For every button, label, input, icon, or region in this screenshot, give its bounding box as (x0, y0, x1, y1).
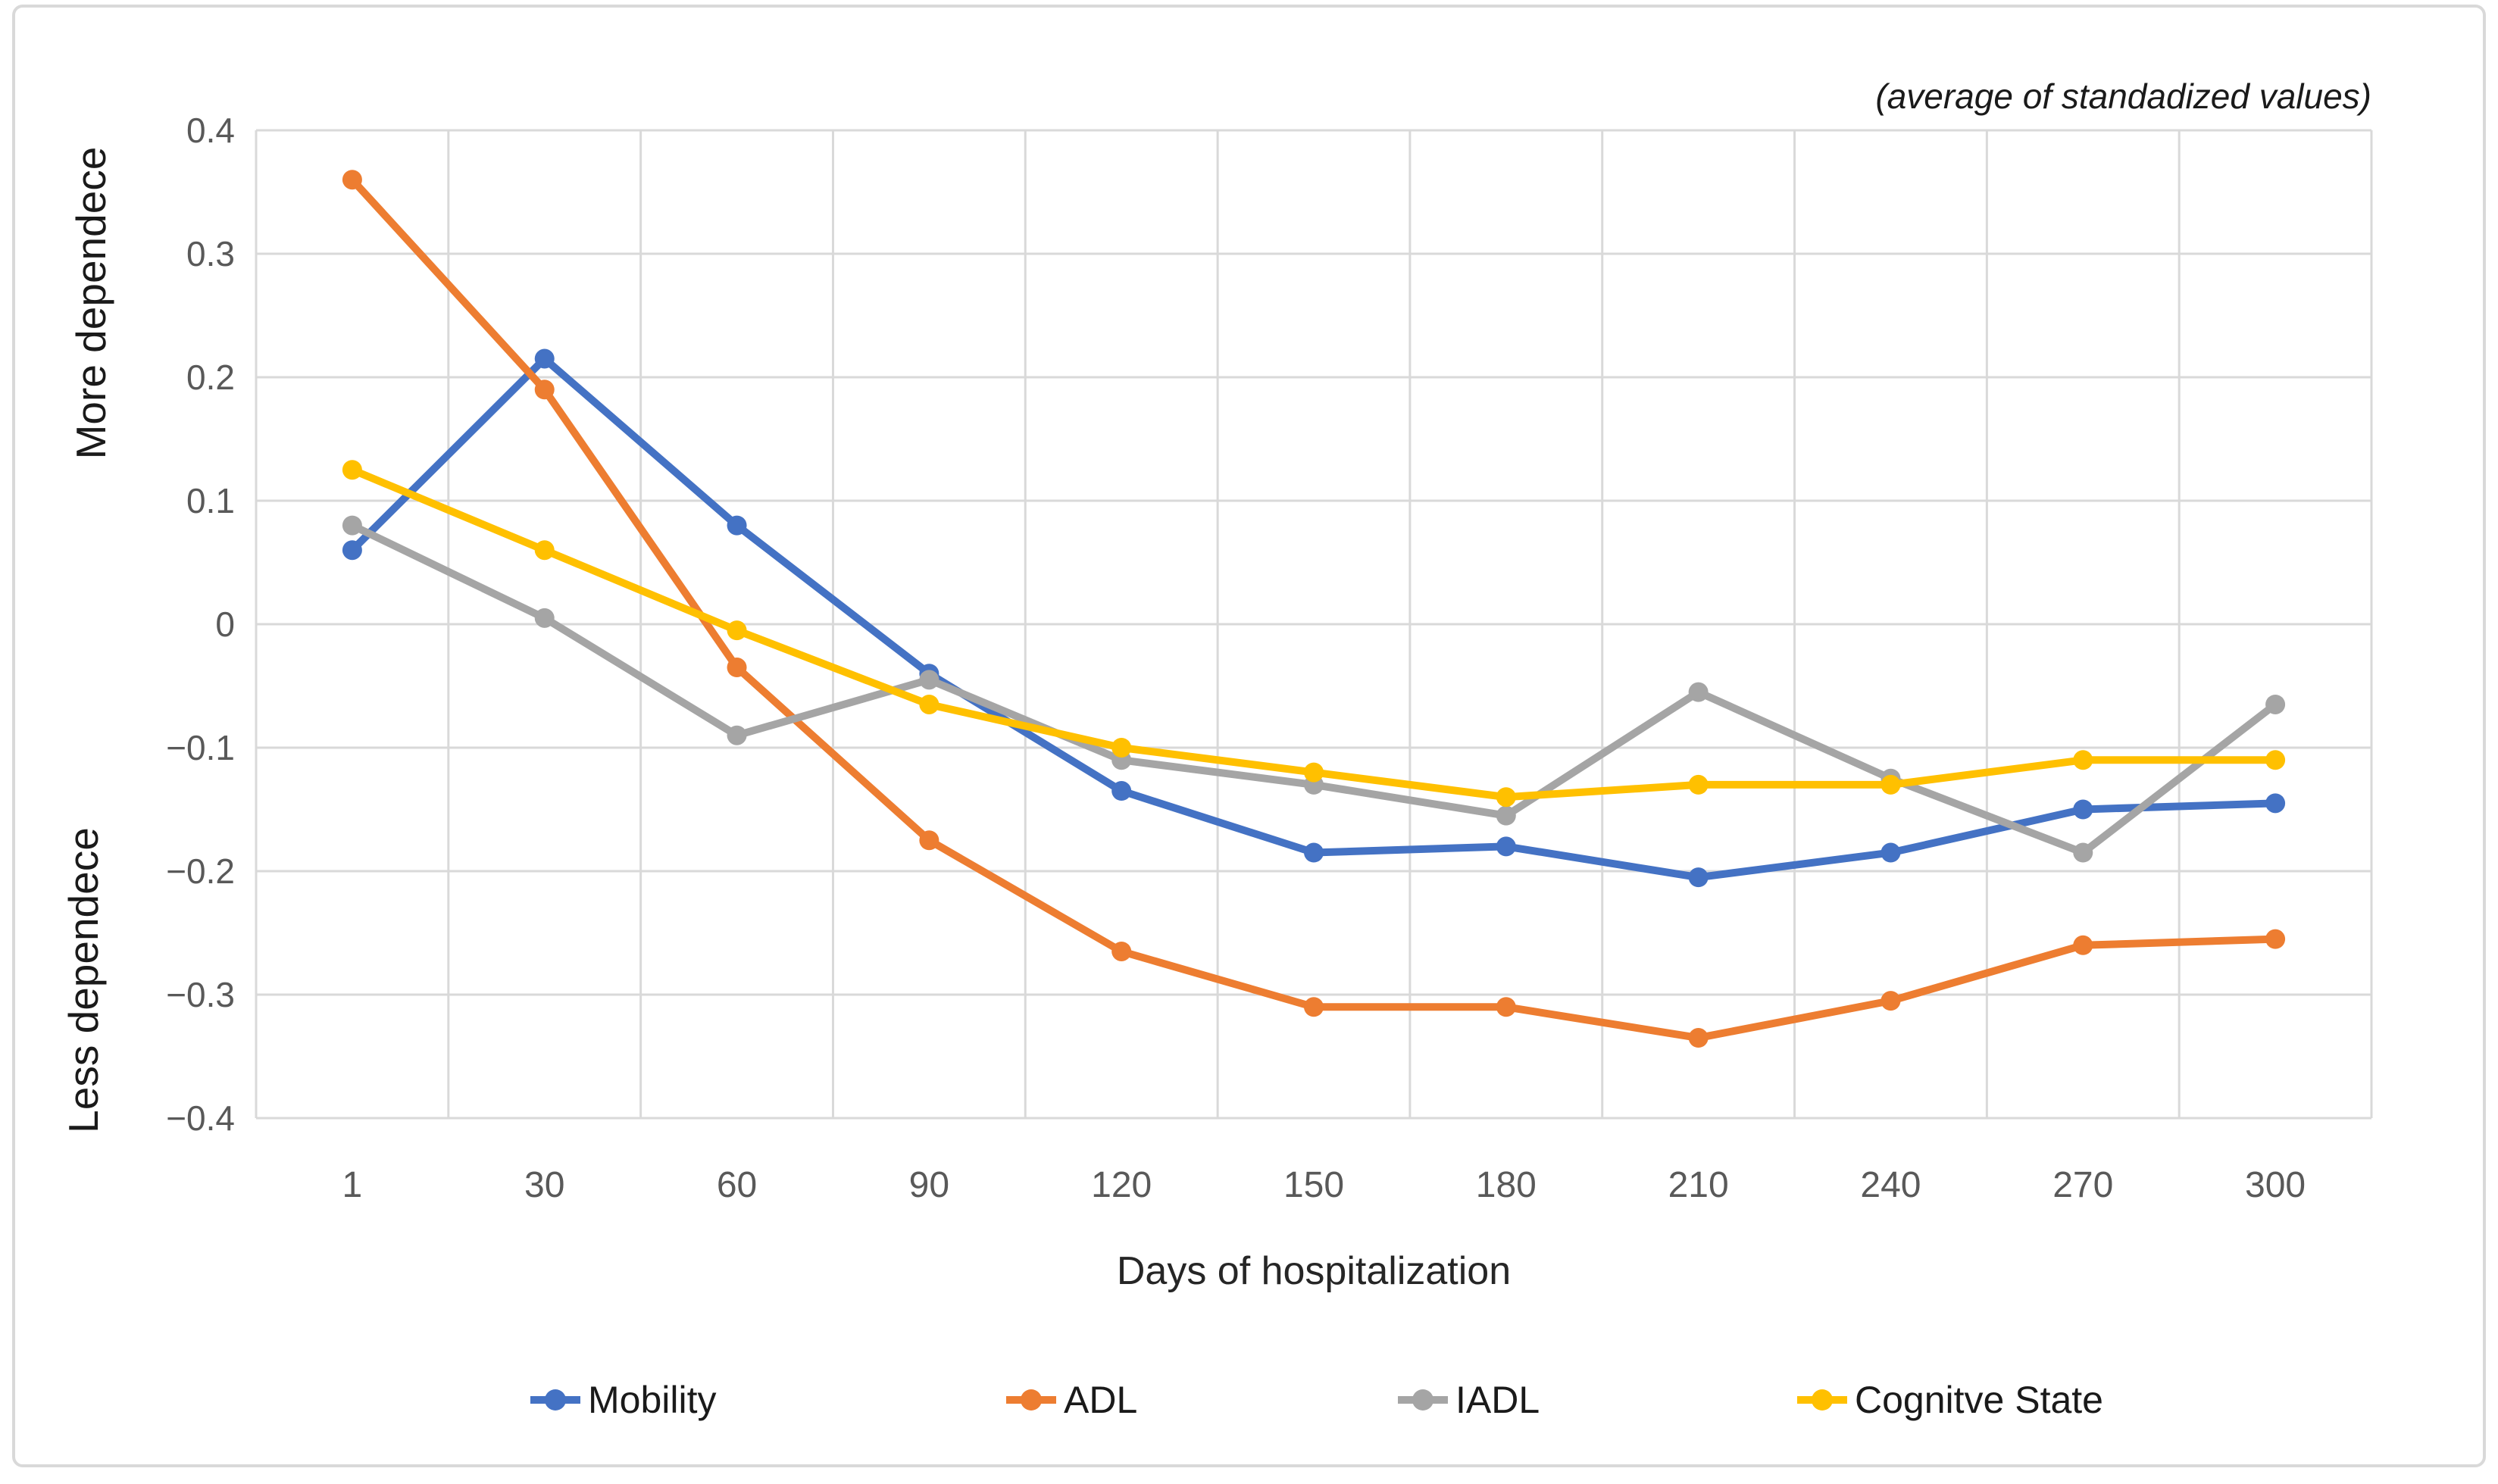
x-tick-label: 210 (1668, 1165, 1729, 1205)
data-point-iadl (534, 608, 555, 628)
data-point-adl (919, 830, 939, 851)
legend-label: IADL (1455, 1379, 1540, 1421)
legend-item-cognitve-state: Cognitve State (1797, 1373, 2103, 1427)
data-point-cognitve-state (1881, 774, 1901, 795)
data-point-mobility (1881, 842, 1901, 863)
y-tick-label: 0.4 (186, 111, 235, 150)
data-point-adl (1881, 991, 1901, 1011)
data-point-adl (2265, 929, 2286, 949)
y-tick-label: 0 (215, 605, 235, 644)
data-point-cognitve-state (2265, 750, 2286, 770)
data-point-adl (1304, 997, 1324, 1017)
chart-annotation: (average of standadized values) (1875, 77, 2371, 116)
legend-label: Cognitve State (1855, 1379, 2103, 1421)
x-tick-label: 90 (909, 1165, 949, 1205)
data-point-cognitve-state (2073, 750, 2093, 770)
x-tick-label: 150 (1283, 1165, 1344, 1205)
data-point-mobility (727, 515, 747, 536)
data-point-cognitve-state (1688, 774, 1709, 795)
y-axis-label-less-dependence: Less dependece (60, 827, 107, 1133)
y-tick-label: −0.1 (166, 728, 235, 767)
legend-marker-adl (1006, 1389, 1056, 1411)
data-point-iadl (2073, 842, 2093, 863)
legend-label: ADL (1064, 1379, 1138, 1421)
x-tick-label: 30 (524, 1165, 564, 1205)
data-point-adl (727, 658, 747, 678)
legend-item-iadl: IADL (1398, 1373, 1540, 1427)
y-tick-label: 0.1 (186, 481, 235, 520)
legend-marker-dot (1812, 1389, 1833, 1411)
data-point-adl (1111, 941, 1132, 961)
data-point-cognitve-state (1304, 762, 1324, 783)
legend-item-mobility: Mobility (530, 1373, 716, 1427)
data-point-cognitve-state (919, 694, 939, 714)
legend-marker-cognitve-state (1797, 1389, 1847, 1411)
series-cognitve-state (342, 460, 2286, 808)
x-tick-label: 1 (342, 1165, 363, 1205)
chart-legend: Mobility ADL IADL Cognitve State (0, 1373, 2498, 1427)
legend-marker-iadl (1398, 1389, 1448, 1411)
legend-item-adl: ADL (1006, 1373, 1137, 1427)
data-point-iadl (1688, 682, 1709, 702)
data-point-mobility (2073, 799, 2093, 820)
legend-marker-dot (545, 1389, 566, 1411)
data-point-mobility (2265, 793, 2286, 814)
data-point-adl (342, 170, 362, 190)
data-point-cognitve-state (727, 620, 747, 641)
series-adl (342, 170, 2286, 1048)
data-point-adl (534, 380, 555, 400)
x-tick-label: 120 (1091, 1165, 1152, 1205)
data-point-iadl (727, 725, 747, 745)
x-tick-label: 60 (717, 1165, 757, 1205)
data-point-cognitve-state (342, 460, 362, 480)
data-point-mobility (342, 540, 362, 561)
y-tick-label: 0.2 (186, 358, 235, 397)
legend-marker-dot (1021, 1389, 1042, 1411)
y-tick-label: 0.3 (186, 234, 235, 273)
legend-marker-mobility (530, 1389, 580, 1411)
data-point-iadl (342, 515, 362, 536)
data-point-adl (1688, 1028, 1709, 1048)
y-tick-label: −0.3 (166, 975, 235, 1014)
gridlines (255, 129, 2373, 1120)
y-axis-label-more-dependence: More dependece (67, 146, 114, 460)
data-point-cognitve-state (1111, 738, 1132, 758)
data-point-mobility (1304, 842, 1324, 863)
data-point-iadl (1496, 805, 1516, 826)
data-point-iadl (919, 670, 939, 690)
data-point-cognitve-state (534, 540, 555, 561)
data-point-mobility (534, 348, 555, 369)
legend-marker-dot (1412, 1389, 1433, 1411)
series-iadl (342, 515, 2286, 863)
x-tick-label: 180 (1476, 1165, 1537, 1205)
y-tick-label: −0.2 (166, 851, 235, 891)
data-point-adl (2073, 935, 2093, 955)
y-axis-ticks: 0.4 0.3 0.2 0.1 0 −0.1 −0.2 −0.3 −0.4 (166, 111, 235, 1138)
x-axis-title: Days of hospitalization (1116, 1249, 1512, 1293)
x-tick-label: 300 (2245, 1165, 2306, 1205)
data-point-iadl (2265, 694, 2286, 714)
data-point-mobility (1111, 781, 1132, 801)
data-point-mobility (1688, 867, 1709, 888)
legend-label: Mobility (588, 1379, 717, 1421)
x-tick-label: 240 (1860, 1165, 1921, 1205)
series-mobility (342, 348, 2286, 888)
x-axis-ticks: 1 30 60 90 120 150 180 210 240 270 300 (342, 1165, 2306, 1205)
x-tick-label: 270 (2052, 1165, 2113, 1205)
data-point-adl (1496, 997, 1516, 1017)
y-tick-label: −0.4 (166, 1098, 235, 1138)
data-point-cognitve-state (1496, 787, 1516, 808)
data-point-mobility (1496, 836, 1516, 857)
